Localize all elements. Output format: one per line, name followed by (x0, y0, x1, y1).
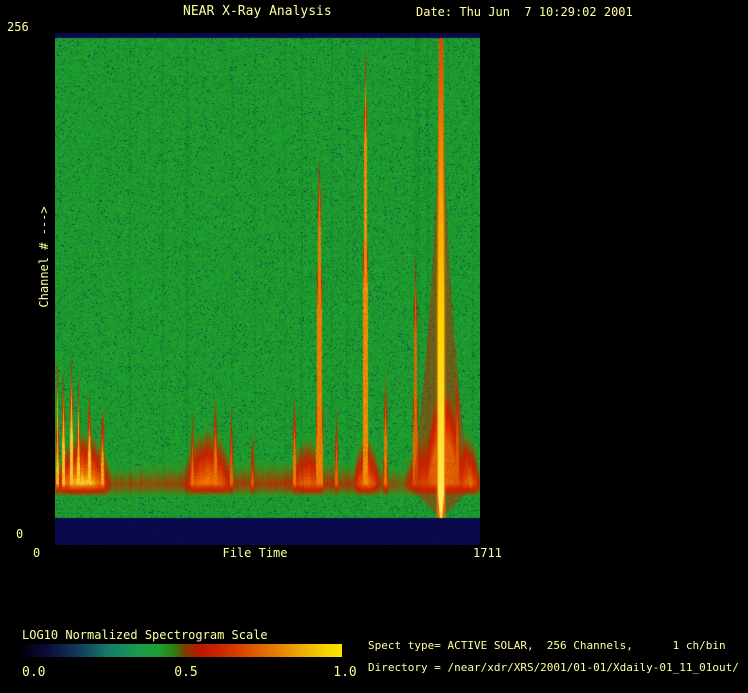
colorbar-gradient (22, 644, 342, 657)
y-axis-title: Channel # ---> (37, 206, 51, 308)
colorbar-tick-mid: 0.5 (174, 665, 198, 680)
colorbar-title: LOG10 Normalized Spectrogram Scale (22, 628, 268, 642)
y-axis-min-label: 0 (16, 527, 24, 541)
page-title: NEAR X-Ray Analysis (183, 4, 332, 19)
y-axis-max-label: 256 (7, 20, 29, 34)
date-label: Date: Thu Jun 7 10:29:02 2001 (416, 5, 633, 19)
x-axis-title: File Time (222, 546, 288, 560)
spect-type-label: Spect type= ACTIVE SOLAR, 256 Channels, … (368, 639, 726, 652)
colorbar-tick-high: 1.0 (333, 665, 357, 680)
x-axis-min-label: 0 (33, 546, 41, 560)
colorbar-tick-low: 0.0 (22, 665, 46, 680)
directory-label: Directory = /near/xdr/XRS/2001/01-01/Xda… (368, 661, 739, 674)
x-axis-max-label: 1711 (473, 546, 502, 560)
spectrogram-canvas (55, 33, 480, 545)
